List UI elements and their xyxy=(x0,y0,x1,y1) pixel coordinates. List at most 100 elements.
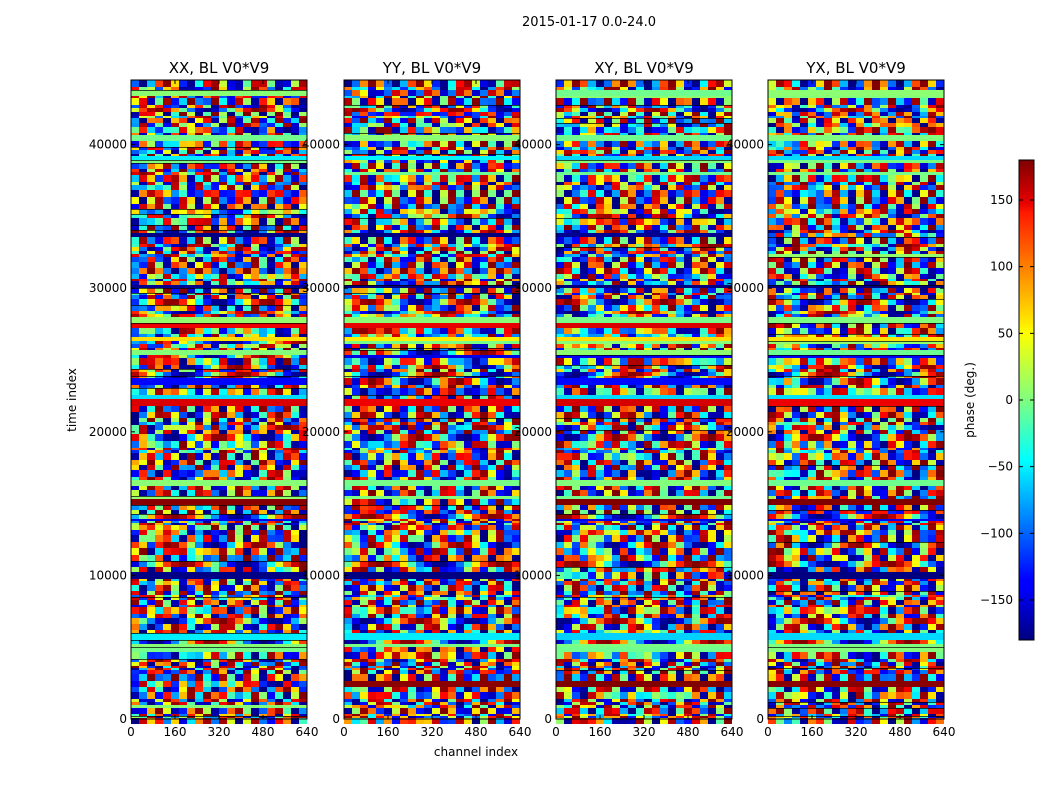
heatmap-cell xyxy=(259,418,267,422)
heatmap-cell xyxy=(179,230,187,233)
heatmap-cell xyxy=(488,514,496,519)
heatmap-cell xyxy=(195,652,203,659)
heatmap-cell xyxy=(155,288,163,293)
heatmap-cell xyxy=(187,505,195,510)
heatmap-cell xyxy=(275,257,283,262)
heatmap-cell xyxy=(259,225,267,230)
heatmap-cell xyxy=(203,328,211,334)
heatmap-cell xyxy=(448,268,456,274)
heatmap-cell xyxy=(211,453,219,460)
heatmap-cell xyxy=(448,185,456,190)
heatmap-cell xyxy=(195,505,203,510)
heatmap-cell xyxy=(211,254,219,257)
heatmap-cell xyxy=(480,406,488,412)
heatmap-cell xyxy=(251,257,259,262)
heatmap-cell xyxy=(384,218,392,225)
heatmap-cell xyxy=(376,328,384,334)
heatmap-cell xyxy=(179,662,187,666)
heatmap-cell xyxy=(464,118,472,123)
heatmap-row xyxy=(131,285,307,288)
heatmap-cell xyxy=(211,172,219,175)
heatmap-cell xyxy=(275,385,283,388)
heatmap-cell xyxy=(291,348,299,350)
heatmap-cell xyxy=(147,585,155,591)
heatmap-cell xyxy=(299,348,307,350)
heatmap-cell xyxy=(275,674,283,681)
heatmap-cell xyxy=(179,341,187,344)
heatmap-cell xyxy=(131,521,139,523)
heatmap-cell xyxy=(259,274,267,279)
heatmap-cell xyxy=(195,251,203,254)
heatmap-cell xyxy=(376,118,384,123)
heatmap-cell xyxy=(251,430,259,434)
heatmap-cell xyxy=(259,305,267,311)
heatmap-row xyxy=(131,135,307,141)
heatmap-cell xyxy=(496,214,504,218)
heatmap-cell xyxy=(472,288,480,293)
heatmap-cell xyxy=(251,614,259,618)
heatmap-cell xyxy=(488,251,496,254)
heatmap-cell xyxy=(195,595,203,597)
heatmap-cell xyxy=(392,388,400,395)
heatmap-cell xyxy=(299,470,307,477)
heatmap-cell xyxy=(187,123,195,127)
heatmap-cell xyxy=(464,581,472,585)
heatmap-cell xyxy=(360,225,368,230)
heatmap-cell xyxy=(384,163,392,169)
heatmap-cell xyxy=(456,279,464,281)
heatmap-cell xyxy=(368,581,376,585)
heatmap-cell xyxy=(243,204,251,209)
heatmap-cell xyxy=(299,595,307,597)
heatmap-cell xyxy=(243,268,251,274)
heatmap-cell xyxy=(352,585,360,591)
heatmap-cell xyxy=(512,127,520,133)
heatmap-cell xyxy=(171,523,179,525)
figure-suptitle: 2015-01-17 0.0-24.0 xyxy=(522,15,656,30)
heatmap-cell xyxy=(187,141,195,147)
heatmap-cell xyxy=(456,344,464,348)
heatmap-cell xyxy=(299,257,307,262)
heatmap-cell xyxy=(155,105,163,108)
heatmap-cell xyxy=(440,311,448,314)
heatmap-cell xyxy=(512,281,520,285)
heatmap-cell xyxy=(472,257,480,262)
heatmap-cell xyxy=(203,98,211,105)
heatmap-cell xyxy=(267,548,275,555)
heatmap-cell xyxy=(275,112,283,116)
heatmap-cell xyxy=(400,521,408,523)
heatmap-cell xyxy=(283,225,291,230)
heatmap-cell xyxy=(219,477,227,480)
heatmap-cell xyxy=(131,348,139,350)
heatmap-cell xyxy=(480,388,488,395)
heatmap-cell xyxy=(344,204,352,209)
heatmap-cell xyxy=(147,365,155,369)
heatmap-cell xyxy=(195,365,203,369)
heatmap-cell xyxy=(400,204,408,209)
heatmap-cell xyxy=(203,127,211,133)
heatmap-cell xyxy=(424,450,432,453)
heatmap-cell xyxy=(227,605,235,607)
heatmap-cell xyxy=(211,247,219,251)
heatmap-cell xyxy=(283,295,291,299)
heatmap-cell xyxy=(291,668,299,670)
heatmap-cell xyxy=(376,486,384,490)
heatmap-cell xyxy=(155,123,163,127)
heatmap-cell xyxy=(227,555,235,561)
heatmap-cell xyxy=(400,90,408,96)
heatmap-cell xyxy=(488,123,496,127)
heatmap-cell xyxy=(384,514,392,519)
heatmap-cell xyxy=(400,112,408,116)
heatmap-cell xyxy=(155,548,163,555)
heatmap-cell xyxy=(171,681,179,687)
heatmap-cell xyxy=(203,450,211,453)
heatmap-cell xyxy=(464,406,472,412)
heatmap-cell xyxy=(488,591,496,595)
heatmap-cell xyxy=(243,555,251,561)
heatmap-cell xyxy=(283,453,291,460)
heatmap-cell xyxy=(416,425,424,430)
heatmap-cell xyxy=(291,555,299,561)
heatmap-cell xyxy=(283,175,291,182)
heatmap-cell xyxy=(291,355,299,358)
heatmap-cell xyxy=(400,80,408,87)
heatmap-cell xyxy=(283,422,291,425)
